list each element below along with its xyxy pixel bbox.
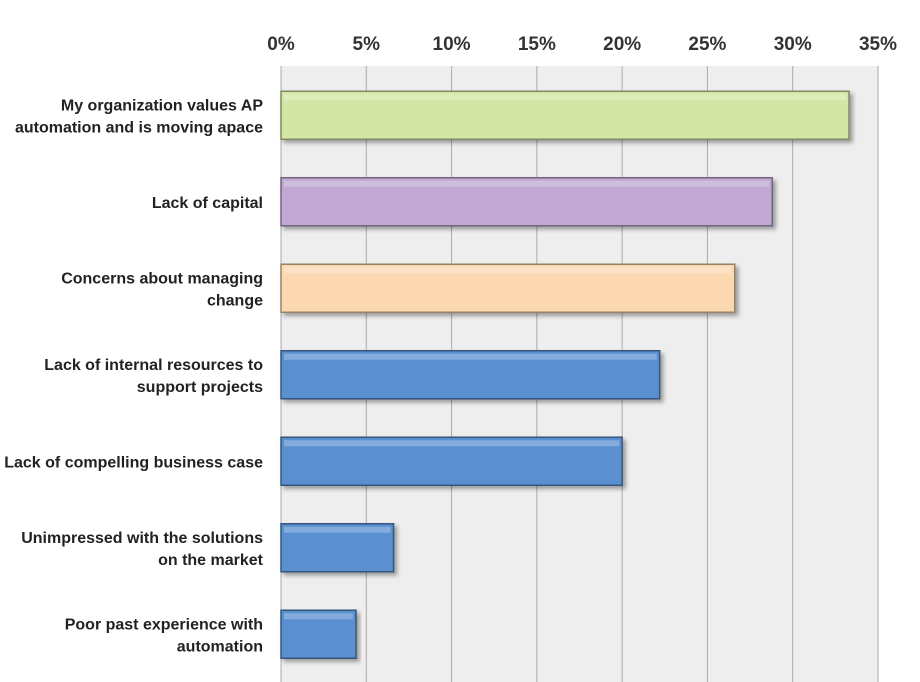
x-tick-label: 10% — [433, 34, 471, 55]
bar — [280, 263, 736, 313]
category-label: automation and is moving apace — [15, 119, 263, 136]
bars — [280, 90, 850, 659]
x-tick-label: 25% — [688, 34, 726, 55]
bar — [280, 436, 623, 486]
bar — [280, 350, 661, 400]
bar-highlight — [284, 353, 657, 360]
category-labels: My organization values AP automation and … — [4, 97, 263, 655]
category-label: Poor past experience with — [65, 616, 263, 633]
x-tick-label: 30% — [774, 34, 812, 55]
bar — [280, 609, 357, 659]
category-label: Unimpressed with the solutions — [21, 530, 263, 547]
category-label: Lack of compelling business case — [4, 454, 263, 471]
category-label: on the market — [158, 552, 264, 569]
category-label: change — [207, 292, 263, 309]
bar-highlight — [284, 180, 770, 187]
bar-highlight — [284, 613, 354, 620]
bar-highlight — [284, 440, 620, 447]
x-tick-label: 5% — [353, 34, 381, 55]
x-axis-ticks: 0% 5% 10% 15% 20% 25% 30% 35% — [267, 34, 897, 55]
bar-highlight — [284, 94, 847, 101]
bar — [280, 90, 850, 140]
category-label: Concerns about managing — [61, 270, 263, 287]
category-label: automation — [177, 638, 263, 655]
bar — [280, 177, 773, 227]
bar-highlight — [284, 526, 391, 533]
x-tick-label: 0% — [267, 34, 295, 55]
category-label: support projects — [137, 379, 263, 396]
x-tick-label: 20% — [603, 34, 641, 55]
category-label: Lack of internal resources to — [44, 357, 263, 374]
category-label: My organization values AP — [61, 97, 263, 114]
bar — [280, 523, 395, 573]
x-tick-label: 15% — [518, 34, 556, 55]
x-tick-label: 35% — [859, 34, 897, 55]
bar-highlight — [284, 267, 732, 274]
category-label: Lack of capital — [152, 195, 263, 212]
